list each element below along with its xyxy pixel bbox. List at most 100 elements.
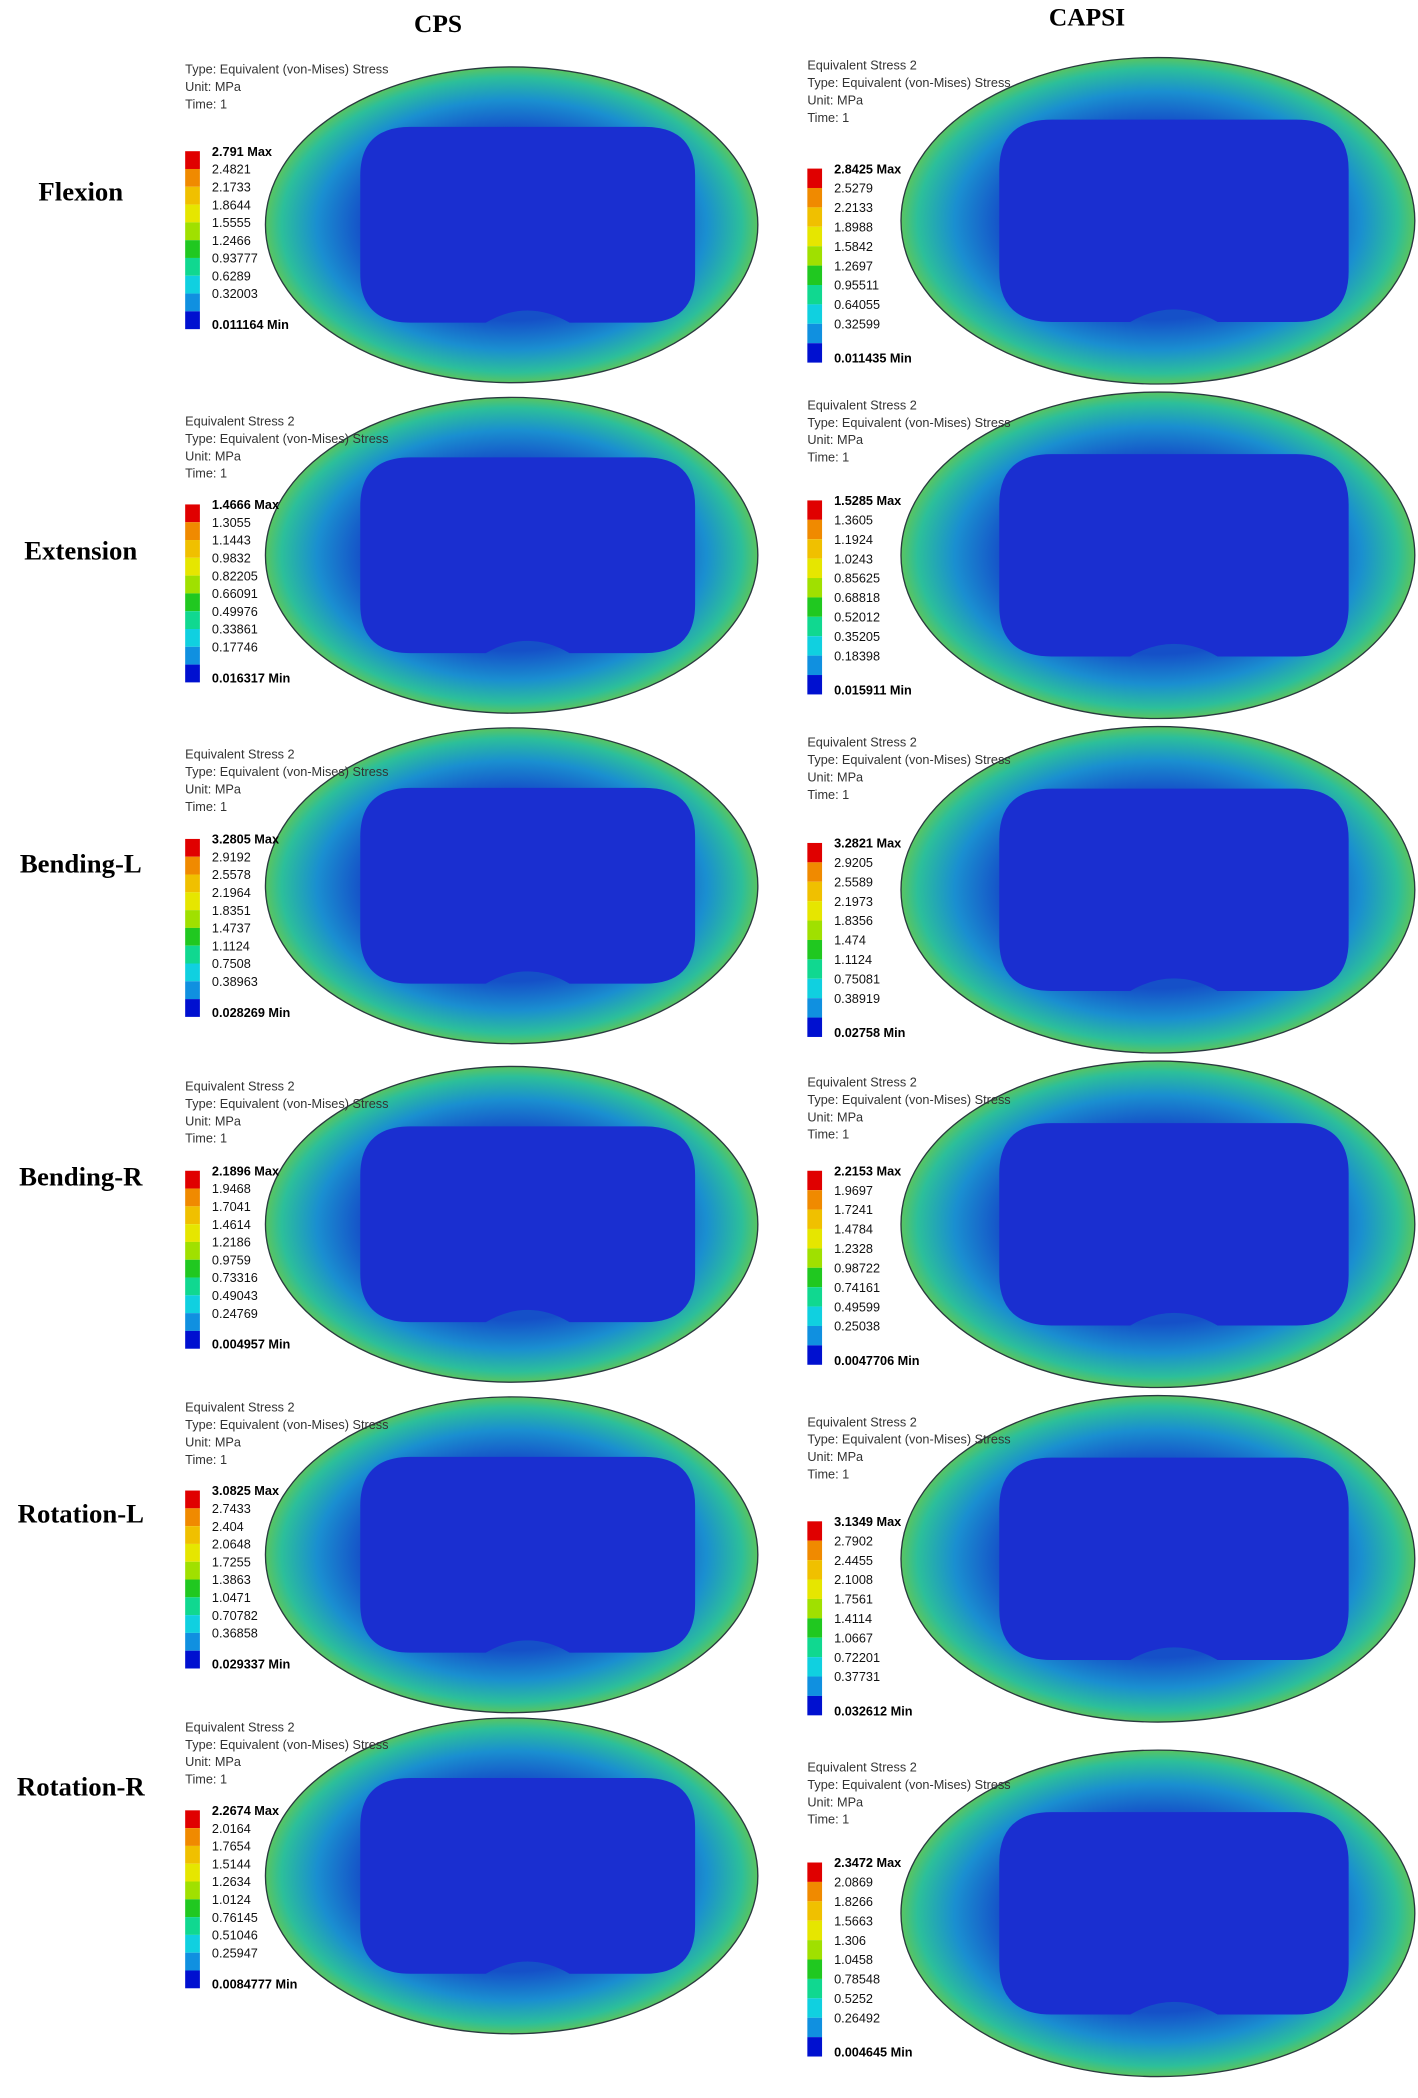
inner-region (360, 126, 696, 323)
legend-label: 2.1896 Max (212, 1163, 279, 1178)
legend-swatch (807, 500, 823, 520)
inner-region (999, 788, 1349, 991)
legend-label: 0.35205 (834, 629, 880, 644)
legend-label: 2.0648 (212, 1537, 251, 1552)
legend-header: Equivalent Stress 2 (807, 1074, 916, 1089)
legend-header: Equivalent Stress 2 (185, 747, 294, 762)
legend-header: Type: Equivalent (von-Mises) Stress (807, 415, 1010, 430)
legend-label: 2.5279 (834, 181, 873, 196)
legend-swatch (185, 1543, 200, 1562)
legend-header: Type: Equivalent (von-Mises) Stress (807, 752, 1010, 767)
legend-swatch (185, 1828, 200, 1846)
legend-header: Unit: MPa (807, 1794, 864, 1809)
legend-header: Equivalent Stress 2 (185, 1719, 294, 1734)
legend-swatch (185, 1632, 200, 1651)
legend-swatch (807, 1901, 823, 1921)
legend-swatch (807, 959, 823, 979)
legend-label: 3.2821 Max (834, 836, 901, 851)
inner-region (360, 457, 696, 654)
legend-swatch (807, 920, 823, 940)
legend-header: Equivalent Stress 2 (185, 1078, 294, 1093)
legend-label: 0.70782 (212, 1608, 258, 1623)
legend-label: 2.5589 (834, 874, 873, 889)
legend-swatch (185, 1845, 200, 1864)
legend-swatch (807, 1676, 823, 1696)
legend-label: 1.8356 (834, 913, 873, 928)
legend-swatch (807, 304, 823, 324)
legend-swatch (807, 1579, 823, 1599)
legend-swatch (807, 655, 823, 676)
legend-label: 1.1124 (834, 952, 872, 967)
legend-swatch (807, 226, 823, 247)
column-title: CAPSI (1049, 3, 1125, 31)
legend-header: Unit: MPa (185, 448, 242, 463)
legend-label: 0.64055 (834, 297, 880, 312)
legend-header: Unit: MPa (185, 1434, 242, 1449)
legend-swatch (185, 1170, 200, 1189)
legend-label: 2.404 (212, 1519, 244, 1534)
legend-label: 0.52012 (834, 610, 880, 625)
legend-label: 0.76145 (212, 1910, 258, 1925)
legend-label: 2.1964 (212, 885, 251, 900)
legend-label: 1.7241 (834, 1202, 873, 1217)
legend-header: Unit: MPa (807, 769, 864, 784)
legend-swatch (185, 981, 200, 1000)
legend-label: 0.18398 (834, 648, 880, 663)
legend-swatch (185, 1810, 200, 1829)
legend-label: 0.015911 Min (834, 682, 912, 697)
legend-label: 0.82205 (212, 568, 258, 583)
legend-swatch (807, 1248, 823, 1268)
legend-label: 2.2153 Max (834, 1163, 901, 1178)
legend-label: 0.32599 (834, 316, 880, 331)
legend-swatch (807, 1560, 823, 1580)
legend-swatch (807, 1228, 823, 1249)
legend-swatch (185, 557, 200, 576)
legend-label: 0.37731 (834, 1669, 880, 1684)
legend-label: 2.0869 (834, 1875, 873, 1890)
legend-header: Time: 1 (807, 450, 849, 465)
legend-label: 1.2697 (834, 258, 873, 273)
legend-swatch (807, 578, 823, 598)
legend-header: Time: 1 (807, 1812, 849, 1827)
legend-label: 2.9192 (212, 849, 251, 864)
legend-swatch (807, 862, 823, 882)
legend-swatch (185, 1224, 200, 1242)
inner-region (999, 119, 1349, 322)
legend-swatch (185, 1313, 200, 1331)
legend-label: 1.8266 (834, 1894, 873, 1909)
legend-swatch (807, 1598, 823, 1619)
legend-header: Type: Equivalent (von-Mises) Stress (185, 1096, 388, 1111)
legend-label: 1.0458 (834, 1952, 873, 1967)
legend-swatch (185, 204, 200, 223)
legend-label: 2.4821 (212, 162, 251, 177)
legend-label: 2.8425 Max (834, 161, 901, 176)
legend-label: 1.4614 (212, 1217, 251, 1232)
legend-header: Time: 1 (185, 1772, 227, 1787)
inner-region (360, 1126, 696, 1323)
legend-label: 0.95511 (834, 278, 879, 293)
inner-region (999, 454, 1349, 657)
legend-label: 0.9759 (212, 1252, 251, 1267)
legend-label: 0.75081 (834, 971, 880, 986)
legend-swatch (185, 1241, 200, 1260)
legend-swatch (185, 275, 200, 294)
legend-swatch (185, 151, 200, 169)
inner-region (999, 1457, 1349, 1660)
legend-swatch (807, 558, 823, 579)
legend-header: Type: Equivalent (von-Mises) Stress (185, 764, 388, 779)
inner-region (360, 787, 696, 984)
row-label: Bending-L (20, 848, 142, 878)
row-label: Rotation-R (17, 1772, 145, 1802)
legend-label: 1.1124 (212, 938, 250, 953)
legend-header: Time: 1 (185, 466, 227, 481)
legend-label: 2.7902 (834, 1533, 873, 1548)
legend-swatch (185, 892, 200, 911)
legend-label: 0.98722 (834, 1260, 880, 1275)
legend-label: 0.26492 (834, 2010, 880, 2025)
legend-swatch (807, 1190, 823, 1210)
legend-swatch (185, 1188, 200, 1207)
legend-label: 2.1973 (834, 894, 873, 909)
legend-swatch (185, 593, 200, 612)
legend-swatch (185, 664, 200, 683)
